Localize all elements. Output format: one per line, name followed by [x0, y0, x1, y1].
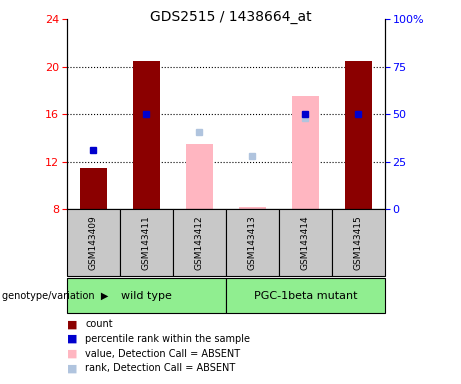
Text: ■: ■: [67, 334, 77, 344]
Text: genotype/variation  ▶: genotype/variation ▶: [2, 291, 109, 301]
Text: PGC-1beta mutant: PGC-1beta mutant: [254, 291, 357, 301]
Text: ■: ■: [67, 363, 77, 373]
Text: percentile rank within the sample: percentile rank within the sample: [85, 334, 250, 344]
Bar: [292, 96, 319, 209]
Text: GSM143414: GSM143414: [301, 215, 310, 270]
Bar: [133, 61, 160, 209]
Text: GSM143413: GSM143413: [248, 215, 257, 270]
Text: GSM143412: GSM143412: [195, 215, 204, 270]
Bar: [186, 144, 213, 209]
Bar: [345, 61, 372, 209]
Text: value, Detection Call = ABSENT: value, Detection Call = ABSENT: [85, 349, 240, 359]
Text: GDS2515 / 1438664_at: GDS2515 / 1438664_at: [150, 10, 311, 23]
Text: ■: ■: [67, 349, 77, 359]
Text: wild type: wild type: [121, 291, 172, 301]
Text: GSM143411: GSM143411: [142, 215, 151, 270]
Text: count: count: [85, 319, 113, 329]
Text: ■: ■: [67, 319, 77, 329]
Bar: [239, 207, 266, 209]
Text: GSM143415: GSM143415: [354, 215, 363, 270]
Text: GSM143409: GSM143409: [89, 215, 98, 270]
Text: rank, Detection Call = ABSENT: rank, Detection Call = ABSENT: [85, 363, 236, 373]
Bar: [80, 168, 106, 209]
